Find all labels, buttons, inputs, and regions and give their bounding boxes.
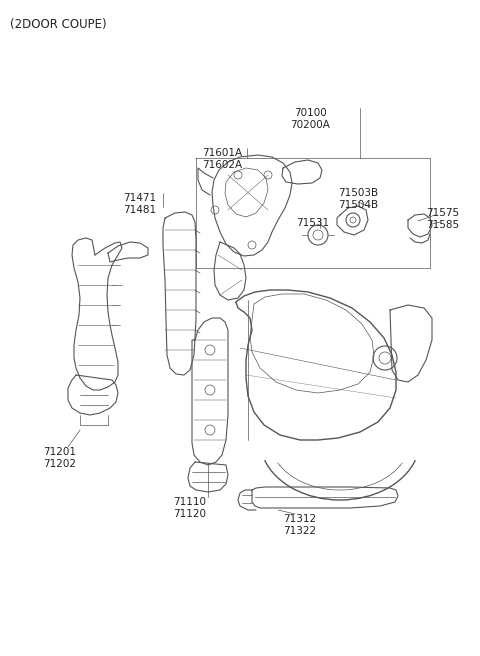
Text: 71110
71120: 71110 71120	[173, 497, 206, 520]
Text: 71312
71322: 71312 71322	[283, 514, 317, 537]
Text: 71531: 71531	[297, 218, 330, 228]
Text: 71471
71481: 71471 71481	[123, 193, 156, 215]
Text: 71201
71202: 71201 71202	[44, 447, 76, 470]
Text: (2DOOR COUPE): (2DOOR COUPE)	[10, 18, 107, 31]
Text: 71601A
71602A: 71601A 71602A	[202, 148, 242, 171]
Text: 71503B
71504B: 71503B 71504B	[338, 188, 378, 211]
Text: 70100
70200A: 70100 70200A	[290, 108, 330, 131]
Text: 71575
71585: 71575 71585	[426, 208, 459, 230]
